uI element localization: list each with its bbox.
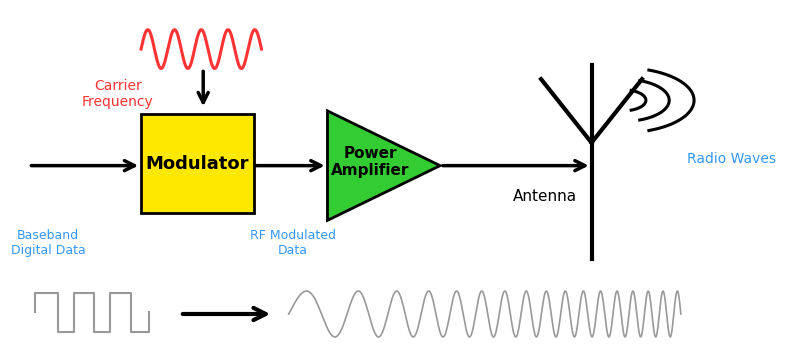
Polygon shape: [328, 111, 440, 220]
Bar: [141, 114, 254, 213]
Text: RF Modulated
Data: RF Modulated Data: [250, 229, 336, 257]
Text: Baseband
Digital Data: Baseband Digital Data: [10, 229, 85, 257]
Text: Carrier
Frequency: Carrier Frequency: [82, 79, 154, 109]
Text: Antenna: Antenna: [513, 189, 577, 204]
Text: Power
Amplifier: Power Amplifier: [331, 146, 410, 178]
Text: Radio Waves: Radio Waves: [687, 152, 776, 166]
Text: Modulator: Modulator: [146, 155, 249, 173]
